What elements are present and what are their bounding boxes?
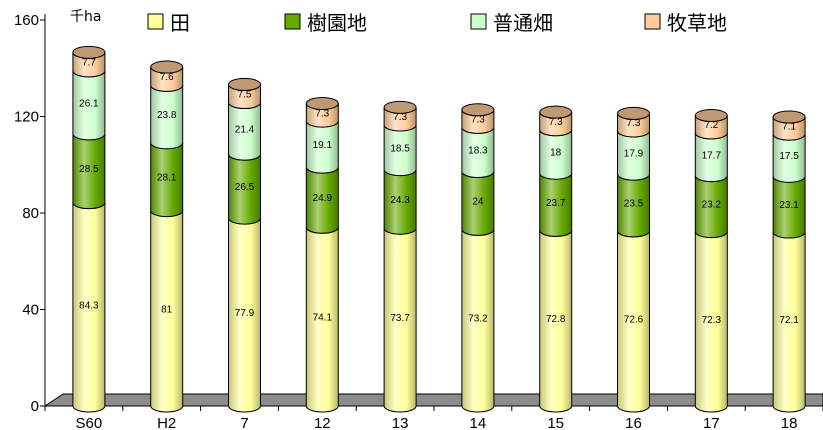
data-label-田: 81 bbox=[161, 304, 173, 315]
x-tick-label: 15 bbox=[547, 415, 564, 430]
data-label-普通畑: 17.7 bbox=[702, 150, 722, 161]
data-label-樹園地: 28.1 bbox=[157, 173, 177, 184]
data-label-普通畑: 23.8 bbox=[157, 110, 177, 121]
bar-S60: 84.3 28.5 26.1 7.7 bbox=[72, 45, 106, 413]
data-label-樹園地: 26.5 bbox=[235, 182, 255, 193]
data-label-牧草地: 7.2 bbox=[704, 120, 718, 131]
data-label-普通畑: 26.1 bbox=[79, 98, 99, 109]
data-label-田: 72.8 bbox=[546, 314, 566, 325]
y-tick-label: 120 bbox=[14, 109, 39, 126]
data-label-普通畑: 18 bbox=[550, 147, 562, 158]
legend-item-樹園地: 樹園地 bbox=[284, 11, 367, 35]
legend-swatch bbox=[147, 13, 164, 30]
data-label-樹園地: 23.5 bbox=[624, 199, 644, 210]
data-label-田: 72.6 bbox=[624, 314, 644, 325]
data-label-田: 72.3 bbox=[702, 315, 722, 326]
bar-7: 77.9 26.5 21.4 7.5 bbox=[228, 77, 261, 413]
bar-top-cap bbox=[772, 110, 806, 124]
bar-top-cap bbox=[617, 106, 650, 120]
data-label-樹園地: 24.9 bbox=[313, 193, 333, 204]
y-tick-label: 40 bbox=[22, 302, 39, 319]
data-label-田: 74.1 bbox=[313, 313, 333, 324]
legend-item-普通畑: 普通畑 bbox=[470, 11, 553, 35]
x-tick-label: 13 bbox=[392, 415, 409, 430]
legend-swatch bbox=[284, 13, 301, 30]
legend-label: 樹園地 bbox=[307, 11, 367, 35]
data-label-牧草地: 7.1 bbox=[782, 122, 796, 133]
data-label-樹園地: 23.2 bbox=[702, 200, 722, 211]
legend-label: 田 bbox=[170, 11, 190, 35]
data-label-普通畑: 19.1 bbox=[313, 140, 333, 151]
y-axis-unit-label: 千ha bbox=[70, 9, 101, 25]
bar-H2: 81 28.1 23.8 7.6 bbox=[150, 60, 184, 413]
y-tick-label: 160 bbox=[14, 12, 39, 29]
x-tick-label: 18 bbox=[781, 415, 798, 430]
data-label-牧草地: 7.3 bbox=[393, 112, 407, 123]
legend-swatch bbox=[470, 13, 487, 30]
bar-17: 72.3 23.2 17.7 7.2 bbox=[694, 109, 728, 413]
data-label-田: 73.2 bbox=[468, 314, 488, 325]
bar-12: 74.1 24.9 19.1 7.3 bbox=[305, 96, 339, 413]
legend: 田 樹園地 普通畑 牧草地 bbox=[147, 11, 727, 35]
data-label-牧草地: 7.7 bbox=[82, 58, 96, 69]
legend-label: 普通畑 bbox=[493, 11, 553, 35]
data-label-牧草地: 7.6 bbox=[160, 72, 174, 83]
data-label-牧草地: 7.3 bbox=[315, 108, 329, 119]
legend-label: 牧草地 bbox=[667, 11, 727, 35]
bar-18: 72.1 23.1 17.5 7.1 bbox=[772, 110, 806, 413]
bar-top-cap bbox=[694, 109, 728, 123]
bar-top-cap bbox=[383, 100, 417, 114]
data-label-牧草地: 7.5 bbox=[238, 89, 252, 100]
bar-top-cap bbox=[228, 77, 261, 91]
y-tick-label: 0 bbox=[31, 398, 39, 415]
x-tick-label: 14 bbox=[470, 415, 487, 430]
data-label-樹園地: 23.1 bbox=[779, 200, 799, 211]
data-label-普通畑: 17.5 bbox=[779, 151, 799, 162]
legend-item-牧草地: 牧草地 bbox=[644, 11, 727, 35]
bar-group: 84.3 28.5 26.1 7.7 81 28.1 23.8 7.6 77.9 26.5 21.4… bbox=[72, 45, 806, 413]
data-label-普通畑: 18.5 bbox=[390, 143, 410, 154]
bar-top-cap bbox=[72, 45, 106, 59]
data-label-普通畑: 21.4 bbox=[235, 124, 255, 135]
chart-axes: 0 40 80 120 160 S60 H2 7 12 13 14 15 16 17 18 bbox=[14, 12, 823, 430]
bar-16: 72.6 23.5 17.9 7.3 bbox=[617, 106, 650, 413]
data-label-牧草地: 7.3 bbox=[627, 118, 641, 129]
legend-swatch bbox=[644, 13, 661, 30]
y-tick-label: 80 bbox=[22, 205, 39, 222]
data-label-田: 84.3 bbox=[79, 300, 99, 311]
data-label-普通畑: 17.9 bbox=[624, 149, 644, 160]
data-label-田: 77.9 bbox=[235, 308, 255, 319]
data-label-樹園地: 23.7 bbox=[546, 198, 566, 209]
x-tick-label: 17 bbox=[703, 415, 720, 430]
bar-top-cap bbox=[150, 60, 184, 74]
data-label-普通畑: 18.3 bbox=[468, 145, 488, 156]
data-label-田: 72.1 bbox=[779, 315, 799, 326]
bar-13: 73.7 24.3 18.5 7.3 bbox=[383, 100, 417, 413]
x-tick-label: 12 bbox=[314, 415, 331, 430]
x-tick-label: S60 bbox=[76, 415, 103, 430]
x-tick-label: H2 bbox=[157, 415, 176, 430]
data-label-樹園地: 24 bbox=[472, 196, 484, 207]
data-label-樹園地: 24.3 bbox=[390, 195, 410, 206]
data-label-田: 73.7 bbox=[390, 313, 410, 324]
bar-15: 72.8 23.7 18 7.3 bbox=[539, 105, 573, 413]
bar-14: 73.2 24 18.3 7.3 bbox=[461, 103, 495, 413]
bar-top-cap bbox=[539, 105, 573, 119]
x-tick-label: 16 bbox=[625, 415, 642, 430]
x-tick-label: 7 bbox=[240, 415, 248, 430]
data-label-樹園地: 28.5 bbox=[79, 164, 99, 175]
data-label-牧草地: 7.3 bbox=[471, 115, 485, 126]
bar-top-cap bbox=[461, 103, 495, 117]
legend-item-田: 田 bbox=[147, 11, 190, 35]
bar-top-cap bbox=[305, 96, 339, 110]
data-label-牧草地: 7.3 bbox=[549, 117, 563, 128]
